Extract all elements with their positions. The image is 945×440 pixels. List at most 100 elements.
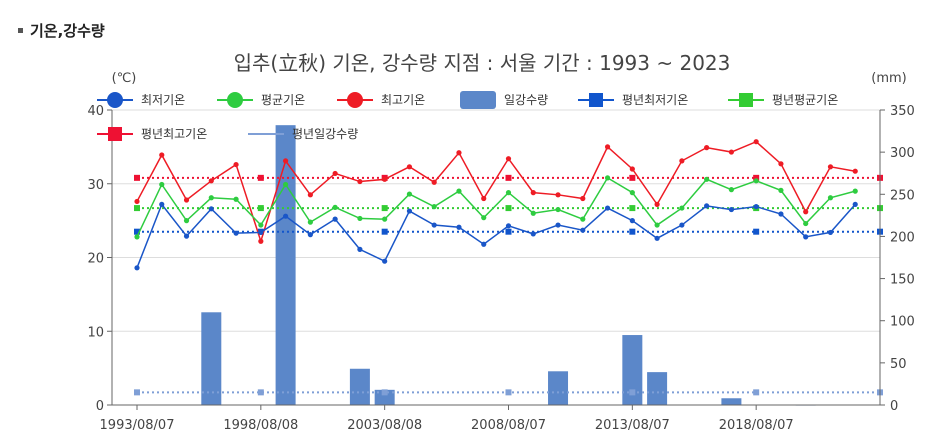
data-point	[456, 224, 462, 230]
data-point	[258, 229, 264, 236]
precip-bar	[622, 335, 643, 405]
data-point	[555, 206, 561, 213]
data-point	[778, 211, 784, 217]
precip-bars	[201, 125, 816, 406]
data-point	[357, 178, 363, 185]
data-point	[803, 220, 809, 227]
data-point	[654, 201, 660, 207]
data-point	[803, 234, 809, 240]
precip-bar	[548, 371, 569, 405]
data-point	[629, 166, 635, 172]
reference-marker	[753, 389, 760, 396]
data-point	[406, 191, 413, 197]
data-point	[679, 158, 685, 164]
gridlines	[112, 109, 880, 332]
x-tick-label: 2003/08/08	[347, 418, 422, 433]
data-point	[827, 195, 834, 201]
legend-item: 평균기온	[217, 92, 305, 108]
reference-marker	[629, 389, 636, 396]
left-axis-unit: (℃)	[112, 71, 137, 86]
series-line	[136, 202, 856, 269]
data-point	[332, 204, 338, 210]
data-point	[382, 258, 388, 264]
data-point	[208, 178, 214, 184]
data-point	[505, 223, 512, 229]
data-point	[827, 229, 834, 236]
data-point	[629, 190, 635, 196]
legend-swatch-marker	[108, 127, 122, 141]
reference-marker	[257, 205, 264, 212]
data-point	[134, 198, 140, 205]
data-point	[728, 149, 735, 155]
data-point	[233, 161, 239, 168]
data-point	[704, 145, 710, 151]
data-point	[852, 201, 858, 207]
data-point	[753, 178, 759, 184]
legend-swatch-marker	[227, 92, 243, 108]
legend-item: 평년평균기온	[728, 93, 838, 107]
left-tick-label: 10	[87, 325, 104, 340]
legend-item: 평년최고기온	[97, 127, 207, 141]
data-point	[728, 206, 735, 213]
data-point	[629, 218, 635, 224]
data-point	[258, 222, 264, 228]
data-point	[481, 215, 487, 221]
reference-marker	[134, 174, 140, 181]
reference-marker	[629, 205, 636, 212]
data-point	[803, 209, 809, 215]
data-point	[456, 150, 462, 156]
data-point	[481, 241, 487, 247]
reference-marker	[629, 228, 636, 235]
x-tick-label: 2018/08/07	[719, 418, 794, 433]
data-point	[233, 196, 239, 202]
reference-marker	[753, 228, 760, 235]
reference-marker	[257, 174, 264, 181]
data-point	[505, 190, 512, 196]
data-point	[604, 175, 611, 181]
data-point	[481, 195, 487, 202]
data-point	[728, 187, 735, 193]
left-tick-label: 20	[87, 252, 104, 267]
data-point	[580, 227, 586, 233]
x-tick-label: 1993/08/07	[100, 418, 175, 433]
reference-marker	[629, 174, 636, 181]
reference-marker	[505, 389, 512, 396]
data-point	[604, 144, 611, 150]
reference-marker	[753, 174, 760, 181]
right-axis-unit: (mm)	[871, 71, 906, 86]
precip-bar	[275, 125, 296, 406]
precip-bar	[721, 398, 742, 405]
section-title-text: 기온,강수량	[30, 22, 105, 40]
data-point	[753, 204, 759, 210]
legend-label: 최저기온	[141, 93, 185, 107]
left-tick-label: 30	[87, 178, 104, 193]
data-point	[357, 215, 363, 222]
left-tick-label: 40	[87, 104, 104, 119]
data-point	[530, 190, 536, 196]
data-point	[307, 192, 313, 198]
section-title: 기온,강수량	[18, 20, 105, 41]
data-point	[505, 156, 512, 162]
legend-swatch-marker	[739, 93, 753, 107]
data-point	[580, 195, 586, 202]
reference-marker	[505, 174, 512, 181]
data-point	[431, 222, 437, 228]
data-point	[654, 235, 660, 241]
legend-swatch-marker	[347, 92, 363, 108]
data-point	[258, 238, 264, 244]
legend-swatch	[460, 91, 496, 109]
data-point	[852, 168, 858, 174]
right-tick-label: 250	[890, 188, 915, 203]
reference-marker	[134, 205, 140, 212]
legend-item: 평년일강수량	[248, 127, 358, 141]
reference-marker	[381, 205, 388, 212]
legend-label: 평년평균기온	[772, 93, 838, 107]
left-tick-label: 0	[96, 399, 104, 414]
reference-marker	[257, 389, 264, 396]
data-point	[406, 208, 413, 214]
temperature-lines	[134, 139, 858, 271]
right-tick-label: 300	[890, 146, 915, 161]
x-tick-label: 1998/08/08	[223, 418, 298, 433]
data-point	[183, 218, 190, 224]
